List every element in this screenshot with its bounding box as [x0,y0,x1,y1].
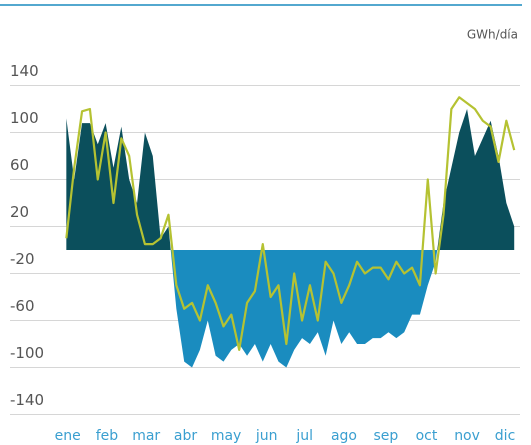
y-tick-label: -140 [10,391,44,409]
y-tick-label: -100 [10,344,44,362]
unit-label: GWh/día [467,28,518,42]
x-tick-label: ene [55,428,81,444]
x-tick-label: mar [132,428,160,444]
x-tick-label: ago [331,428,357,444]
y-tick-label: 100 [10,109,39,127]
x-tick-label: sep [373,428,398,444]
y-tick-label: -60 [10,297,35,315]
x-tick-label: abr [174,428,197,444]
line [65,96,516,351]
y-tick-label: -20 [10,250,35,268]
x-tick-label: dic [495,428,515,444]
y-tick-label: 60 [10,156,29,174]
x-tick-label: oct [416,428,438,444]
x-tick-label: jun [255,428,278,444]
x-tick-label: may [211,428,242,444]
x-tick-label: jul [295,428,313,444]
x-tick-label: nov [454,428,480,444]
y-tick-label: 20 [10,203,29,221]
y-tick-label: 140 [10,62,39,80]
area-positive [66,109,515,250]
x-tick-label: feb [96,428,119,444]
